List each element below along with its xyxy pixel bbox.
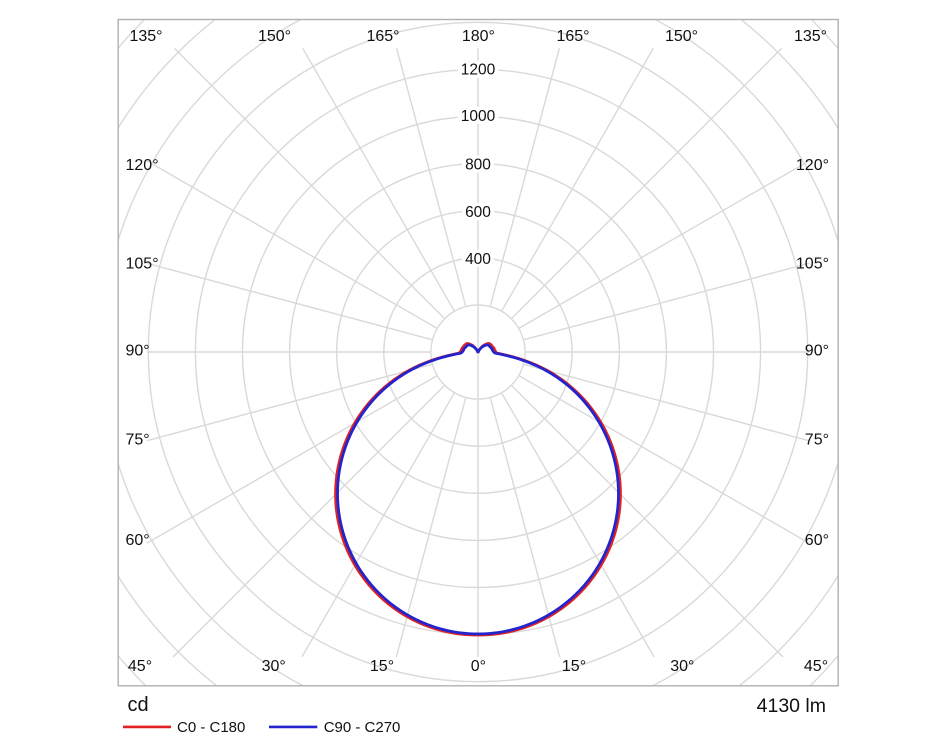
svg-text:120°: 120°: [796, 157, 829, 174]
svg-text:400: 400: [465, 251, 491, 268]
svg-text:180°: 180°: [462, 28, 495, 45]
svg-text:60°: 60°: [805, 532, 829, 549]
svg-text:120°: 120°: [126, 157, 159, 174]
svg-text:165°: 165°: [556, 28, 589, 45]
svg-text:75°: 75°: [126, 431, 150, 448]
svg-text:C0 - C180: C0 - C180: [177, 719, 245, 736]
svg-text:75°: 75°: [805, 431, 829, 448]
svg-text:105°: 105°: [796, 256, 829, 273]
svg-text:C90 - C270: C90 - C270: [324, 719, 401, 736]
svg-text:45°: 45°: [804, 658, 828, 675]
svg-text:30°: 30°: [262, 658, 286, 675]
svg-text:1000: 1000: [461, 108, 496, 125]
svg-text:60°: 60°: [126, 532, 150, 549]
svg-text:90°: 90°: [805, 343, 829, 360]
svg-text:0°: 0°: [471, 658, 486, 675]
svg-text:1200: 1200: [461, 61, 496, 78]
svg-text:90°: 90°: [126, 343, 150, 360]
svg-text:165°: 165°: [366, 28, 399, 45]
svg-text:800: 800: [465, 156, 491, 173]
svg-text:15°: 15°: [370, 658, 394, 675]
svg-text:135°: 135°: [794, 28, 827, 45]
svg-text:135°: 135°: [129, 28, 162, 45]
svg-text:105°: 105°: [126, 256, 159, 273]
svg-text:150°: 150°: [258, 28, 291, 45]
svg-text:30°: 30°: [670, 658, 694, 675]
svg-text:4130 lm: 4130 lm: [757, 695, 826, 717]
svg-text:15°: 15°: [562, 658, 586, 675]
svg-text:45°: 45°: [128, 658, 152, 675]
svg-text:150°: 150°: [665, 28, 698, 45]
svg-text:600: 600: [465, 204, 491, 221]
svg-text:cd: cd: [128, 694, 149, 716]
